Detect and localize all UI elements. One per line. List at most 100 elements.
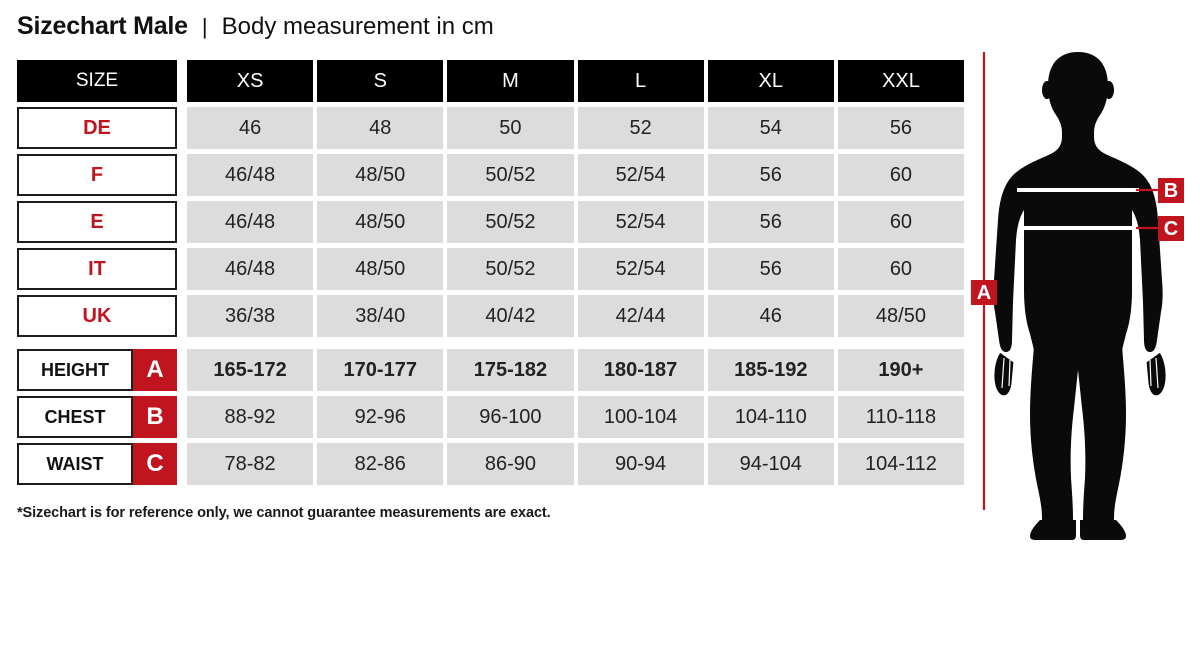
column-header-xs: XS	[187, 60, 314, 102]
cell-uk-xs: 36/38	[187, 295, 314, 337]
cell-de-xxl: 56	[837, 107, 965, 149]
cell-f-xl: 56	[707, 154, 834, 196]
table-row: UK 36/38 38/40 40/42 42/44 46 48/50	[17, 295, 965, 337]
cell-uk-l: 42/44	[577, 295, 704, 337]
row-cells-chest: 88-92 92-96 96-100 100-104 104-110 110-1…	[187, 396, 965, 438]
cell-de-m: 50	[447, 107, 574, 149]
cell-de-xl: 54	[707, 107, 834, 149]
sizechart-table: SIZE XS S M L XL XXL DE 46 48 50 52 54 5…	[17, 60, 965, 490]
row-label-waist: WAIST C	[17, 443, 177, 485]
cell-f-xxl: 60	[837, 154, 965, 196]
cell-height-xxl: 190+	[837, 349, 965, 391]
row-label-height: HEIGHT A	[17, 349, 177, 391]
cell-uk-m: 40/42	[447, 295, 574, 337]
row-label-de: DE	[17, 107, 177, 149]
cell-height-xl: 185-192	[707, 349, 834, 391]
table-row: F 46/48 48/50 50/52 52/54 56 60	[17, 154, 965, 196]
cell-chest-m: 96-100	[447, 396, 574, 438]
row-label-chest-text: CHEST	[17, 396, 133, 438]
cell-waist-xl: 94-104	[707, 443, 834, 485]
table-header-row: SIZE XS S M L XL XXL	[17, 60, 965, 102]
cell-e-s: 48/50	[317, 201, 444, 243]
cell-uk-xxl: 48/50	[837, 295, 965, 337]
cell-de-s: 48	[317, 107, 444, 149]
svg-text:C: C	[1164, 218, 1178, 240]
cell-f-xs: 46/48	[187, 154, 314, 196]
table-row: HEIGHT A 165-172 170-177 175-182 180-187…	[17, 349, 965, 391]
row-cells-de: 46 48 50 52 54 56	[187, 107, 965, 149]
row-cells-height: 165-172 170-177 175-182 180-187 185-192 …	[187, 349, 965, 391]
header-cells: XS S M L XL XXL	[187, 60, 965, 102]
marker-badge-a: A	[133, 349, 177, 391]
cell-chest-l: 100-104	[577, 396, 704, 438]
cell-chest-xl: 104-110	[707, 396, 834, 438]
marker-badge-b: B	[133, 396, 177, 438]
title-separator: |	[201, 14, 208, 39]
cell-uk-s: 38/40	[317, 295, 444, 337]
body-measurement-figure: B C A	[960, 40, 1200, 540]
cell-f-l: 52/54	[577, 154, 704, 196]
row-label-e: E	[17, 201, 177, 243]
cell-e-m: 50/52	[447, 201, 574, 243]
cell-de-xs: 46	[187, 107, 314, 149]
row-label-chest: CHEST B	[17, 396, 177, 438]
cell-chest-xs: 88-92	[187, 396, 314, 438]
cell-it-xs: 46/48	[187, 248, 314, 290]
cell-waist-xxl: 104-112	[837, 443, 965, 485]
table-row: CHEST B 88-92 92-96 96-100 100-104 104-1…	[17, 396, 965, 438]
row-label-height-text: HEIGHT	[17, 349, 133, 391]
table-row: WAIST C 78-82 82-86 86-90 90-94 94-104 1…	[17, 443, 965, 485]
figure-marker-b: B	[1158, 178, 1184, 203]
cell-waist-l: 90-94	[577, 443, 704, 485]
cell-e-xs: 46/48	[187, 201, 314, 243]
figure-marker-a: A	[971, 280, 997, 305]
cell-f-s: 48/50	[317, 154, 444, 196]
cell-waist-s: 82-86	[317, 443, 444, 485]
cell-it-l: 52/54	[577, 248, 704, 290]
row-label-uk: UK	[17, 295, 177, 337]
column-header-l: L	[577, 60, 704, 102]
title-main: Sizechart Male	[17, 12, 188, 40]
row-cells-f: 46/48 48/50 50/52 52/54 56 60	[187, 154, 965, 196]
cell-it-s: 48/50	[317, 248, 444, 290]
column-header-xl: XL	[707, 60, 834, 102]
cell-e-xl: 56	[707, 201, 834, 243]
page-title: Sizechart Male | Body measurement in cm	[17, 12, 494, 41]
cell-uk-xl: 46	[707, 295, 834, 337]
title-subtitle: Body measurement in cm	[221, 13, 494, 40]
row-cells-it: 46/48 48/50 50/52 52/54 56 60	[187, 248, 965, 290]
row-label-waist-text: WAIST	[17, 443, 133, 485]
cell-waist-xs: 78-82	[187, 443, 314, 485]
cell-waist-m: 86-90	[447, 443, 574, 485]
table-row: E 46/48 48/50 50/52 52/54 56 60	[17, 201, 965, 243]
cell-height-xs: 165-172	[187, 349, 314, 391]
row-label-it: IT	[17, 248, 177, 290]
column-header-xxl: XXL	[837, 60, 965, 102]
cell-e-xxl: 60	[837, 201, 965, 243]
cell-de-l: 52	[577, 107, 704, 149]
row-cells-waist: 78-82 82-86 86-90 90-94 94-104 104-112	[187, 443, 965, 485]
column-header-s: S	[317, 60, 444, 102]
footnote-text: *Sizechart is for reference only, we can…	[17, 505, 551, 521]
cell-height-s: 170-177	[317, 349, 444, 391]
cell-height-l: 180-187	[577, 349, 704, 391]
svg-text:B: B	[1164, 180, 1178, 202]
cell-it-xxl: 60	[837, 248, 965, 290]
male-silhouette-icon	[993, 52, 1167, 540]
cell-it-m: 50/52	[447, 248, 574, 290]
row-label-f: F	[17, 154, 177, 196]
figure-marker-c: C	[1158, 216, 1184, 241]
cell-e-l: 52/54	[577, 201, 704, 243]
svg-text:A: A	[977, 282, 991, 304]
header-size-label: SIZE	[17, 60, 177, 102]
column-header-m: M	[447, 60, 574, 102]
table-row: IT 46/48 48/50 50/52 52/54 56 60	[17, 248, 965, 290]
cell-height-m: 175-182	[447, 349, 574, 391]
cell-chest-s: 92-96	[317, 396, 444, 438]
marker-badge-c: C	[133, 443, 177, 485]
table-row: DE 46 48 50 52 54 56	[17, 107, 965, 149]
cell-chest-xxl: 110-118	[837, 396, 965, 438]
row-cells-uk: 36/38 38/40 40/42 42/44 46 48/50	[187, 295, 965, 337]
row-cells-e: 46/48 48/50 50/52 52/54 56 60	[187, 201, 965, 243]
cell-it-xl: 56	[707, 248, 834, 290]
